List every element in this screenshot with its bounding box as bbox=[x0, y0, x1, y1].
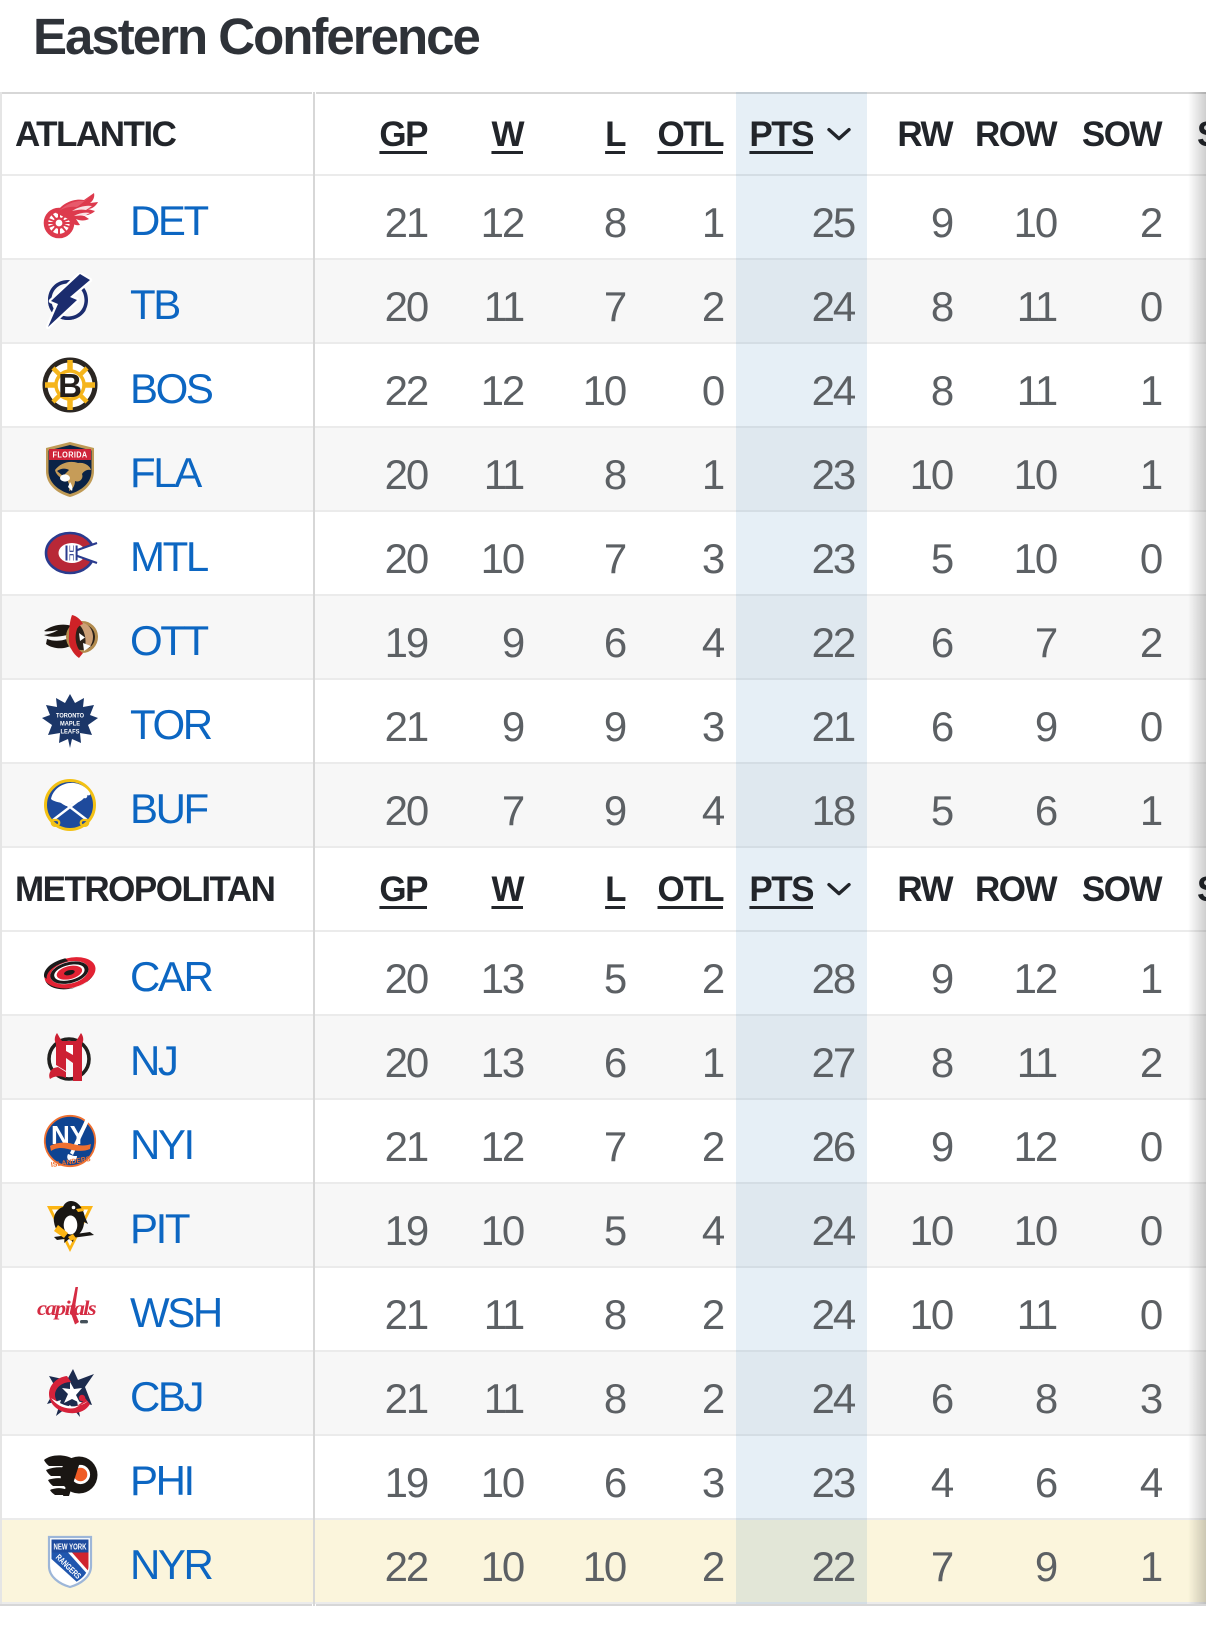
svg-text:NEW YORK: NEW YORK bbox=[54, 1542, 88, 1552]
svg-text:B: B bbox=[58, 367, 82, 404]
svg-text:FLORIDA: FLORIDA bbox=[53, 451, 88, 460]
svg-text:MAPLE: MAPLE bbox=[60, 721, 80, 728]
svg-text:LEAFS: LEAFS bbox=[61, 729, 80, 736]
svg-text:capitals: capitals bbox=[37, 1296, 96, 1320]
svg-text:TORONTO: TORONTO bbox=[56, 713, 84, 720]
